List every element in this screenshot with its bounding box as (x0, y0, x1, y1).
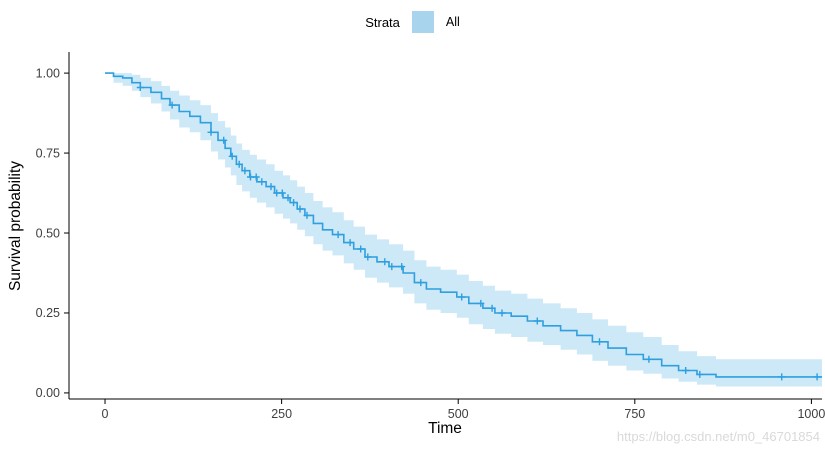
censor-mark (458, 293, 466, 301)
censor-mark (346, 239, 354, 247)
censor-mark (696, 370, 704, 378)
censor-marks (136, 84, 821, 381)
censor-mark (168, 101, 176, 109)
censor-mark (488, 304, 496, 312)
censor-mark (477, 299, 485, 307)
censor-mark (357, 245, 365, 253)
censor-mark (388, 263, 396, 271)
censor-mark (303, 211, 311, 219)
censor-mark (533, 317, 541, 325)
censor-mark (207, 128, 215, 136)
censor-mark (398, 263, 406, 271)
y-tick-label: 0.75 (36, 146, 60, 160)
censor-mark (235, 160, 243, 168)
censor-mark (284, 194, 292, 202)
x-tick-label: 750 (624, 407, 645, 421)
censor-mark (290, 199, 298, 207)
censor-mark (381, 258, 389, 266)
y-tick-label: 0.25 (36, 306, 60, 320)
censor-mark (136, 84, 144, 91)
censor-mark (596, 338, 603, 346)
censor-mark (417, 279, 425, 287)
x-tick-label: 0 (102, 407, 109, 421)
legend-title: Strata (365, 14, 400, 30)
censor-mark (220, 136, 228, 144)
censor-mark (241, 167, 249, 175)
censor-mark (334, 231, 342, 239)
censor-mark (228, 152, 236, 160)
x-axis-title: Time (428, 420, 462, 437)
y-tick-label: 0.00 (36, 386, 60, 400)
censor-mark (252, 173, 260, 181)
legend: Strata All (0, 11, 825, 33)
censor-mark (258, 178, 266, 186)
legend-key-swatch (411, 11, 434, 33)
confidence-band (105, 73, 822, 387)
x-tick-label: 250 (271, 407, 292, 421)
x-tick-label: 1000 (797, 407, 825, 421)
censor-mark (645, 355, 653, 363)
censor-mark (778, 373, 786, 381)
censor-mark (296, 205, 304, 213)
y-axis-title: Survival probability (7, 160, 24, 292)
survival-curve (105, 72, 822, 378)
watermark: https://blog.csdn.net/m0_46701854 (616, 429, 820, 444)
censor-mark (364, 253, 372, 261)
y-tick-label: 0.50 (36, 226, 60, 240)
censor-mark (813, 373, 821, 381)
censor-mark (498, 309, 506, 317)
x-tick-label: 500 (448, 407, 469, 421)
censor-mark (267, 183, 275, 191)
y-tick-label: 1.00 (36, 66, 60, 80)
legend-item-label: All (445, 15, 460, 29)
censor-mark (682, 367, 690, 374)
censor-mark (278, 189, 286, 197)
